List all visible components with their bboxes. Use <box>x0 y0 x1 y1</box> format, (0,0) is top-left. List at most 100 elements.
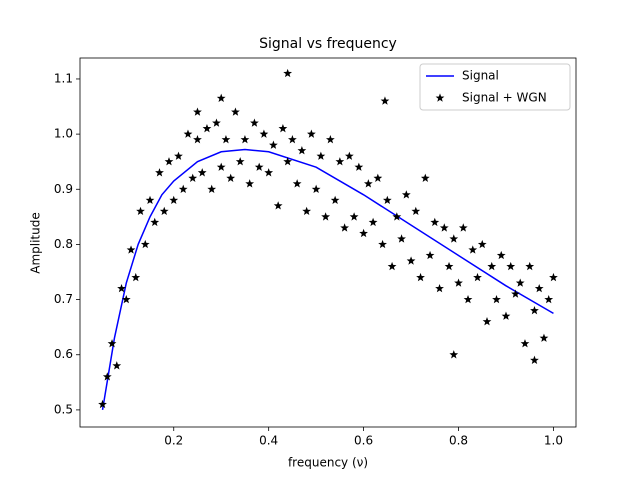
star-point <box>425 250 435 260</box>
star-point <box>349 212 359 221</box>
star-point <box>254 162 264 171</box>
star-point <box>231 107 240 116</box>
star-point <box>292 179 302 188</box>
star-point <box>283 68 293 78</box>
star-point <box>511 289 520 298</box>
star-point <box>117 283 126 293</box>
star-point <box>506 261 516 271</box>
star-point <box>534 283 544 293</box>
star-point <box>525 261 535 271</box>
star-point <box>178 184 188 193</box>
star-point <box>530 306 539 315</box>
star-point <box>515 278 525 287</box>
star-point <box>354 162 364 171</box>
star-point <box>226 173 236 182</box>
x-tick-label: 0.6 <box>354 434 373 448</box>
star-point <box>458 223 468 232</box>
star-point <box>435 283 444 293</box>
legend: Signal Signal + WGN <box>419 63 571 111</box>
x-tick-label: 0.4 <box>259 434 278 448</box>
star-point <box>501 311 511 320</box>
star-point <box>439 223 449 232</box>
plot-frame <box>79 57 577 428</box>
star-point <box>221 135 231 144</box>
star-point <box>121 294 131 304</box>
star-point <box>406 256 416 265</box>
star-point <box>311 184 321 193</box>
x-axis-label: frequency (ν) <box>288 456 368 470</box>
star-point <box>145 195 155 205</box>
star-point <box>387 261 397 271</box>
star-point <box>107 339 117 348</box>
star-point <box>259 129 269 138</box>
star-point <box>380 96 390 105</box>
star-point <box>264 168 274 177</box>
star-point <box>273 201 283 210</box>
x-tick-label: 0.2 <box>164 434 183 448</box>
star-point <box>477 239 487 249</box>
star-point <box>136 206 145 216</box>
star-point <box>378 239 387 249</box>
star-point <box>482 317 492 326</box>
star-point <box>549 272 558 282</box>
star-point <box>102 372 112 381</box>
star-point <box>496 250 506 260</box>
y-tick-label: 1.1 <box>54 71 73 85</box>
star-point <box>330 195 340 205</box>
star-point <box>283 157 293 166</box>
star-point <box>392 212 402 221</box>
star-point <box>174 151 183 160</box>
star-point <box>340 223 349 232</box>
legend-box <box>419 63 571 111</box>
star-point <box>150 217 160 227</box>
star-point <box>112 361 122 370</box>
star-point <box>278 124 288 133</box>
star-point <box>164 157 174 166</box>
star-point <box>216 162 226 171</box>
star-point <box>245 179 255 188</box>
star-point <box>235 157 245 166</box>
star-point <box>159 206 169 216</box>
star-point <box>416 272 425 282</box>
y-tick-label: 0.5 <box>54 402 73 416</box>
star-point <box>449 234 459 243</box>
signal-line <box>101 148 554 411</box>
star-point <box>212 118 221 127</box>
star-point <box>140 239 150 249</box>
x-tick-label: 0.8 <box>449 434 468 448</box>
y-tick-label: 0.7 <box>54 292 73 306</box>
y-tick-label: 0.6 <box>54 347 73 361</box>
star-point <box>444 261 454 271</box>
star-point <box>316 151 326 160</box>
star-point <box>202 124 212 133</box>
star-point <box>216 93 226 102</box>
star-point <box>492 294 501 304</box>
star-point <box>169 195 179 205</box>
star-point <box>197 168 207 177</box>
star-point <box>269 140 278 149</box>
star-point <box>454 278 463 287</box>
legend-label: Signal + WGN <box>462 91 547 105</box>
star-point <box>473 272 482 282</box>
star-point <box>382 195 392 205</box>
y-tick-label: 0.9 <box>54 182 73 196</box>
star-point <box>344 151 354 160</box>
star-point <box>544 294 554 304</box>
star-point <box>207 184 217 193</box>
star-point <box>335 157 345 166</box>
star-point <box>373 173 383 182</box>
star-point <box>326 135 335 144</box>
star-point <box>368 217 378 227</box>
star-point <box>131 272 141 282</box>
legend-label: Signal <box>462 69 499 83</box>
chart-title: Signal vs frequency <box>259 36 397 52</box>
x-tick-label: 1.0 <box>544 434 563 448</box>
star-point <box>297 146 307 155</box>
star-point <box>468 245 478 254</box>
star-point <box>397 234 406 243</box>
star-point <box>302 206 312 216</box>
star-point <box>98 399 107 409</box>
star-point <box>188 173 198 182</box>
